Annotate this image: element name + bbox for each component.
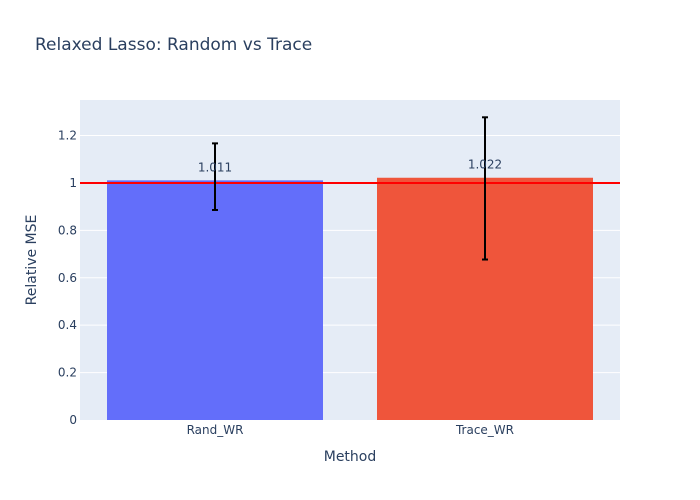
y-axis-ticks: 0 0.2 0.4 0.6 0.8 1 1.2 bbox=[58, 129, 77, 427]
y-tick-label: 1 bbox=[69, 176, 77, 190]
x-tick-label: Rand_WR bbox=[187, 423, 244, 437]
chart-title: Relaxed Lasso: Random vs Trace bbox=[35, 35, 312, 55]
x-axis-title: Method bbox=[324, 449, 377, 465]
data-labels: 1.011 1.022 bbox=[198, 158, 502, 175]
bar-Rand_WR bbox=[107, 180, 323, 420]
y-tick-label: 0.8 bbox=[58, 223, 77, 237]
data-label: 1.011 bbox=[198, 160, 232, 174]
error-bars bbox=[212, 116, 488, 261]
y-tick-label: 0 bbox=[69, 413, 77, 427]
y-tick-label: 0.6 bbox=[58, 271, 77, 285]
data-label: 1.022 bbox=[468, 158, 502, 172]
y-tick-label: 0.2 bbox=[58, 366, 77, 380]
y-tick-label: 0.4 bbox=[58, 318, 77, 332]
x-axis-ticks: Rand_WR Trace_WR bbox=[187, 423, 514, 437]
y-tick-label: 1.2 bbox=[58, 129, 77, 143]
y-axis-title: Relative MSE bbox=[24, 215, 40, 306]
x-tick-label: Trace_WR bbox=[455, 423, 514, 437]
